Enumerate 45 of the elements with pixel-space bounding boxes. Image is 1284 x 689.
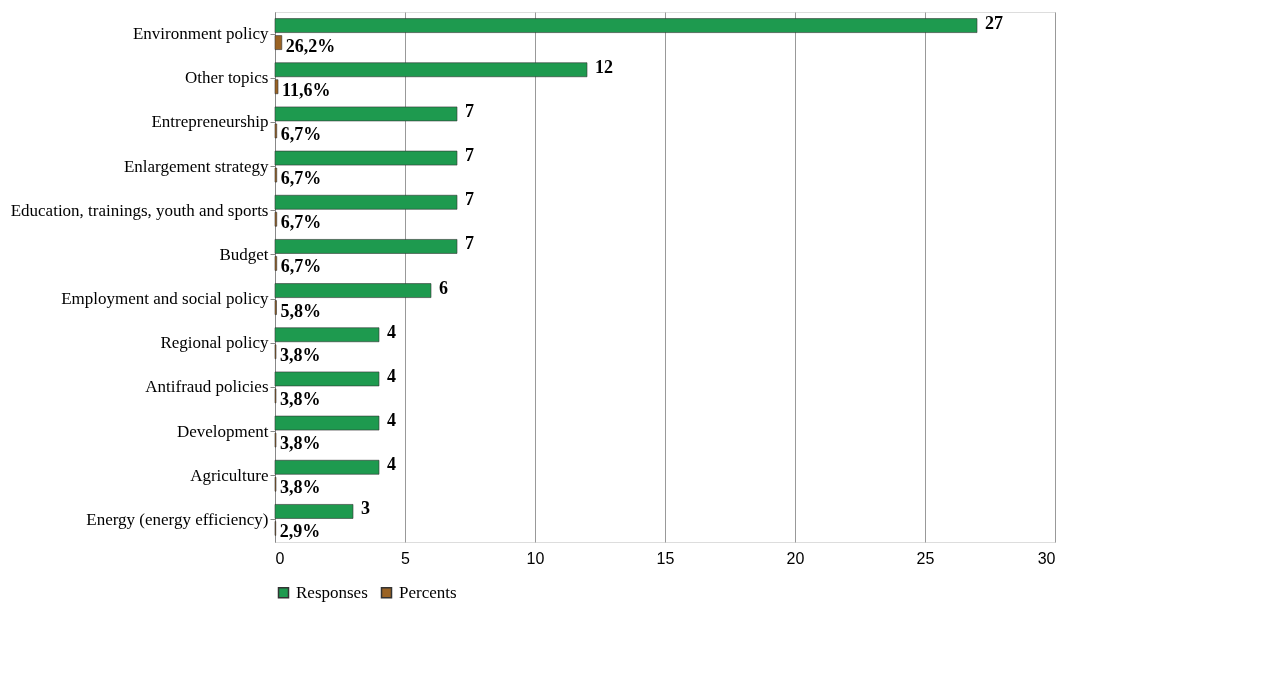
x-tick-label: 25 bbox=[916, 549, 935, 567]
legend-label: Responses bbox=[296, 582, 368, 602]
y-tick-label: Budget bbox=[219, 244, 269, 264]
x-tick-label: 20 bbox=[786, 549, 805, 567]
data-label: 4 bbox=[387, 321, 396, 342]
data-label: 7 bbox=[465, 189, 474, 210]
data-label: 11,6% bbox=[282, 79, 331, 100]
y-tick-label: Regional policy bbox=[160, 333, 269, 353]
data-label: 7 bbox=[465, 145, 474, 166]
x-tick-label: 30 bbox=[1037, 549, 1056, 567]
data-label: 3,8% bbox=[279, 477, 321, 498]
y-tick-label: Entrepreneurship bbox=[151, 112, 269, 132]
x-tick-label: 15 bbox=[656, 549, 675, 567]
y-tick-label: Education, trainings, youth and sports bbox=[10, 200, 269, 220]
data-label: 3,8% bbox=[279, 388, 321, 409]
legend-label: Percents bbox=[399, 582, 457, 602]
data-label: 27 bbox=[985, 12, 1003, 33]
data-label: 6 bbox=[439, 277, 448, 298]
data-label: 6,7% bbox=[280, 212, 322, 233]
data-label: 12 bbox=[595, 56, 613, 77]
data-label: 4 bbox=[387, 454, 396, 475]
y-tick-label: Environment policy bbox=[132, 24, 269, 44]
data-label: 7 bbox=[465, 233, 474, 254]
y-tick-label: Agriculture bbox=[190, 465, 269, 485]
y-tick-label: Other topics bbox=[184, 68, 269, 88]
data-label: 3,8% bbox=[279, 433, 321, 454]
y-tick-label: Enlargement strategy bbox=[123, 156, 269, 176]
data-label: 3 bbox=[361, 498, 370, 519]
data-label: 3,8% bbox=[279, 344, 321, 365]
y-tick-label: Energy (energy efficiency) bbox=[86, 509, 269, 529]
y-tick-label: Development bbox=[176, 421, 269, 441]
y-tick-label: Antifraud policies bbox=[145, 377, 269, 397]
data-label: 4 bbox=[387, 365, 396, 386]
data-label: 4 bbox=[387, 410, 396, 431]
data-label: 5,8% bbox=[280, 300, 322, 321]
data-label: 26,2% bbox=[285, 35, 336, 56]
y-tick-label: Employment and social policy bbox=[61, 289, 269, 309]
x-tick-label: 10 bbox=[526, 549, 545, 567]
x-tick-label: 5 bbox=[401, 549, 411, 567]
data-label: 6,7% bbox=[280, 168, 322, 189]
data-label: 6,7% bbox=[280, 123, 322, 144]
x-tick-label: 0 bbox=[275, 549, 285, 567]
data-label: 7 bbox=[465, 100, 474, 121]
data-label: 6,7% bbox=[280, 256, 322, 277]
data-label: 2,9% bbox=[279, 521, 321, 542]
